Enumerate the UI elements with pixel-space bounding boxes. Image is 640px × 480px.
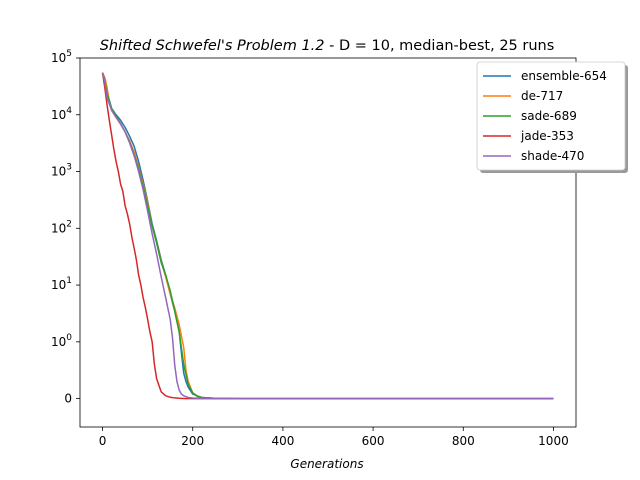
y-tick-label: 104 [51, 106, 72, 122]
chart-title-italic: Shifted Schwefel's Problem 1.2 [100, 38, 325, 54]
y-tick-label: 0 [64, 392, 72, 406]
y-tick-label: 100 [51, 333, 72, 349]
series-line-shade-470 [101, 72, 554, 400]
legend-label-jade-353: jade-353 [520, 129, 574, 143]
chart-title-plain: - D = 10, median-best, 25 runs [325, 38, 555, 54]
legend: ensemble-654 de-717 sade-689 jade-353 shade-… [476, 61, 628, 173]
x-tick-label: 0 [99, 434, 107, 448]
legend-box [476, 61, 626, 171]
legend-label-de-717: de-717 [521, 89, 563, 103]
series-layer [101, 72, 554, 400]
legend-label-ensemble-654: ensemble-654 [521, 69, 607, 83]
y-tick-label: 101 [51, 276, 72, 292]
legend-label-sade-689: sade-689 [521, 109, 577, 123]
legend-label-shade-470: shade-470 [521, 149, 584, 163]
y-tick-label: 105 [51, 49, 72, 65]
chart-title: Shifted Schwefel's Problem 1.2 - D = 10,… [100, 38, 555, 54]
x-tick-label: 600 [362, 434, 385, 448]
x-tick-label: 400 [271, 434, 294, 448]
x-tick-label: 200 [181, 434, 204, 448]
x-tick-label: 800 [452, 434, 475, 448]
x-tick-label: 1000 [538, 434, 569, 448]
plot-frame [79, 57, 577, 428]
y-tick-label: 103 [51, 163, 72, 179]
x-axis-label: Generations [290, 457, 363, 471]
y-tick-label: 102 [51, 219, 72, 235]
axes-layer: 0 200 400 600 800 1000 0 100 101 102 103 104 105 [51, 49, 577, 448]
